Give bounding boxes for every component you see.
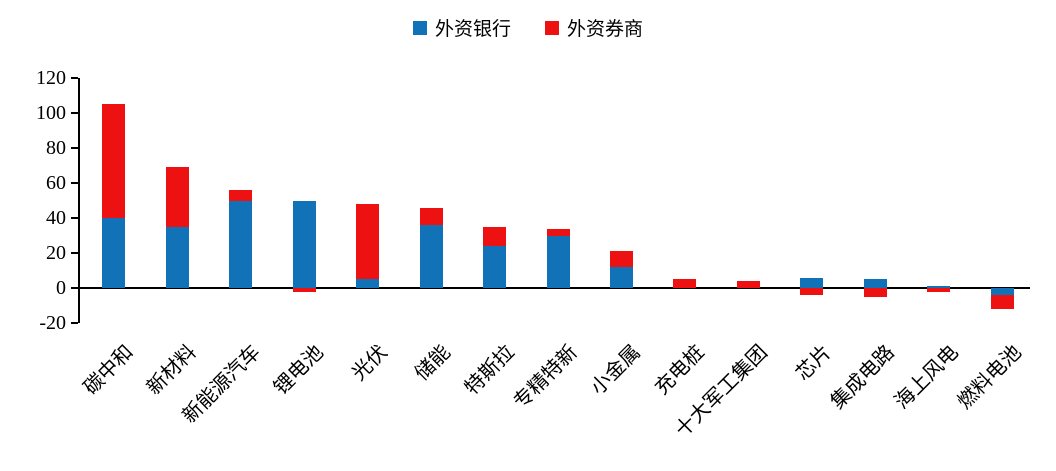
bar-segment-外资券商-锂电池 bbox=[292, 288, 316, 292]
bar-segment-外资券商-集成电路 bbox=[863, 288, 887, 297]
y-tick-label: 80 bbox=[46, 137, 66, 159]
zero-axis-line bbox=[78, 287, 1030, 289]
y-tick-mark bbox=[71, 77, 78, 79]
bar-segment-外资银行-碳中和 bbox=[102, 218, 126, 288]
y-tick-label: -20 bbox=[39, 312, 66, 334]
y-tick-mark bbox=[71, 322, 78, 324]
bar-segment-外资银行-芯片 bbox=[800, 277, 824, 288]
y-tick-mark bbox=[71, 112, 78, 114]
y-tick-mark bbox=[71, 252, 78, 254]
bar-segment-外资银行-集成电路 bbox=[863, 279, 887, 288]
y-tick-label: 120 bbox=[36, 67, 66, 89]
bar-segment-外资银行-燃料电池 bbox=[990, 288, 1014, 295]
y-tick-label: 100 bbox=[36, 102, 66, 124]
bar-segment-外资银行-储能 bbox=[419, 225, 443, 288]
legend-label: 外资券商 bbox=[567, 19, 644, 40]
bar-segment-外资券商-小金属 bbox=[609, 251, 633, 267]
bar-segment-外资银行-专精特新 bbox=[546, 235, 570, 288]
y-tick-mark bbox=[71, 217, 78, 219]
bar-segment-外资券商-新材料 bbox=[165, 167, 189, 227]
y-tick-mark bbox=[71, 182, 78, 184]
y-tick-label: 60 bbox=[46, 172, 66, 194]
bar-segment-外资券商-新能源汽车 bbox=[229, 190, 253, 201]
y-axis-line bbox=[78, 78, 80, 323]
y-tick-mark bbox=[71, 147, 78, 149]
bar-segment-外资银行-新材料 bbox=[165, 226, 189, 288]
bar-segment-外资券商-燃料电池 bbox=[990, 295, 1014, 309]
y-tick-label: 40 bbox=[46, 207, 66, 229]
bar-segment-外资银行-海上风电 bbox=[927, 286, 951, 288]
bar-segment-外资券商-芯片 bbox=[800, 288, 824, 295]
bar-segment-外资券商-海上风电 bbox=[927, 288, 951, 292]
y-tick-label: 0 bbox=[56, 277, 66, 299]
bar-segment-外资券商-十大军工集团 bbox=[736, 281, 760, 288]
chart-legend: 外资银行 外资券商 bbox=[0, 14, 1056, 41]
bar-segment-外资券商-光伏 bbox=[356, 204, 380, 280]
bar-segment-外资券商-储能 bbox=[419, 207, 443, 225]
legend-item-foreign-brokers: 外资券商 bbox=[545, 14, 643, 41]
bar-segment-外资券商-专精特新 bbox=[546, 228, 570, 236]
bar-segment-外资银行-光伏 bbox=[356, 279, 380, 288]
bar-segment-外资银行-特斯拉 bbox=[483, 246, 507, 288]
bar-segment-外资银行-小金属 bbox=[609, 267, 633, 288]
y-tick-mark bbox=[71, 287, 78, 289]
legend-swatch-blue-icon bbox=[412, 20, 427, 35]
legend-item-foreign-banks: 外资银行 bbox=[412, 14, 511, 41]
legend-swatch-red-icon bbox=[545, 20, 559, 35]
bar-segment-外资银行-新能源汽车 bbox=[229, 200, 253, 288]
bar-segment-外资券商-特斯拉 bbox=[483, 226, 507, 246]
y-tick-label: 20 bbox=[46, 242, 66, 264]
bar-segment-外资券商-充电桩 bbox=[673, 279, 697, 288]
bar-segment-外资券商-碳中和 bbox=[102, 104, 126, 218]
legend-label: 外资银行 bbox=[434, 19, 511, 40]
plot-area: -20 0 20 40 60 80 100 120 碳中和 新材料 新能源汽车 锂电池 光伏 储能 特斯拉专… bbox=[36, 68, 1030, 442]
bar-segment-外资银行-锂电池 bbox=[292, 200, 316, 288]
